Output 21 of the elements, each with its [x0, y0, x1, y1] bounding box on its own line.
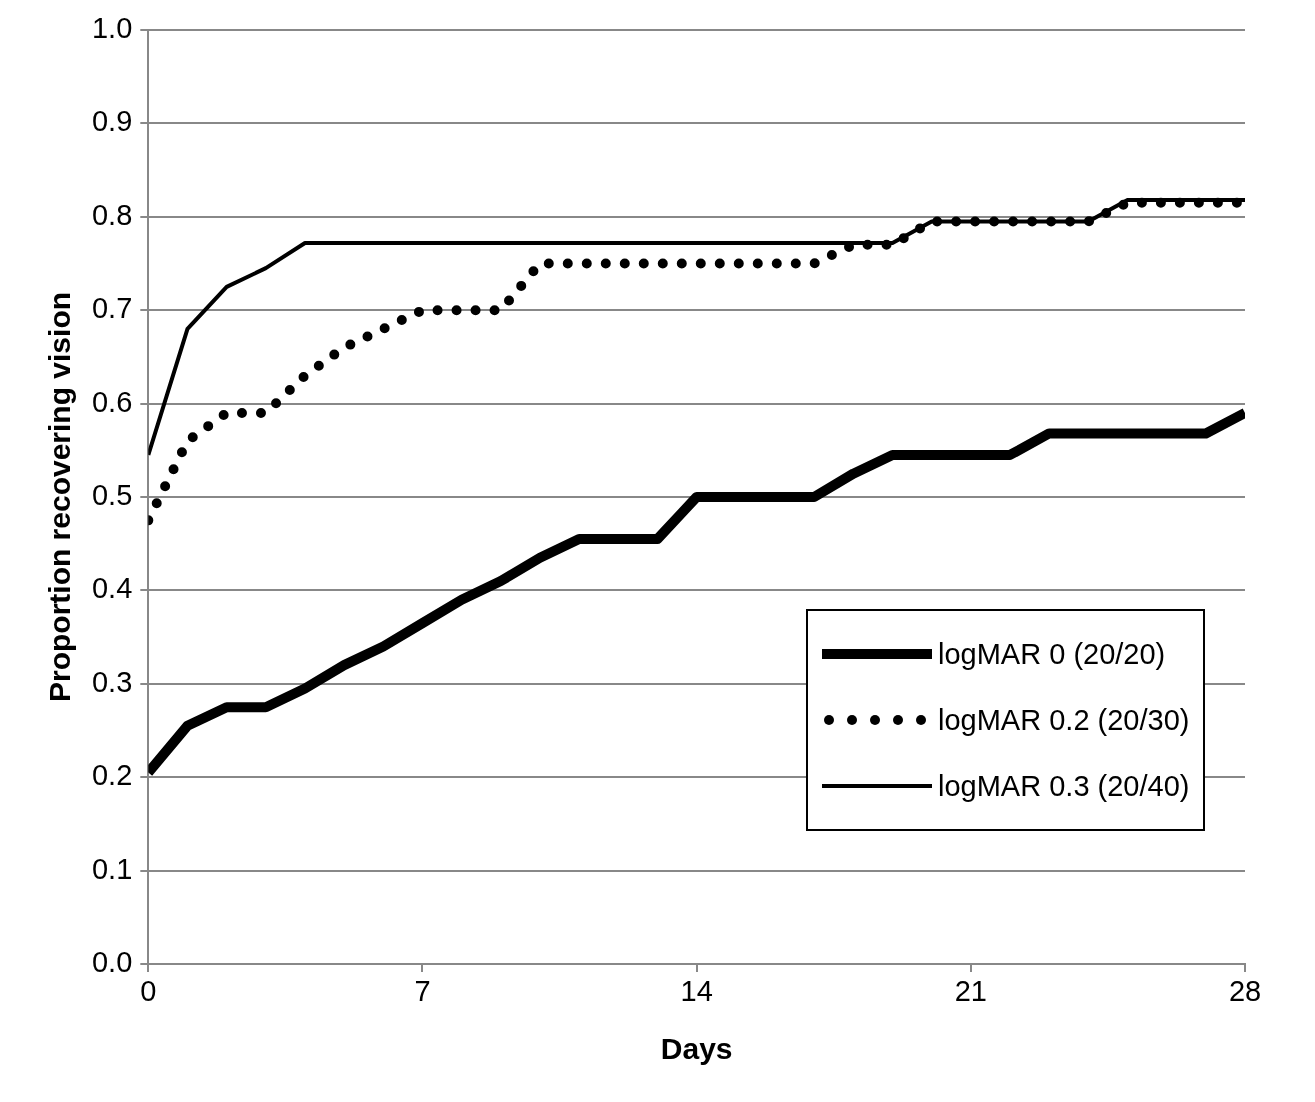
y-tick-label: 0.4: [91, 572, 133, 605]
x-tick-label: 21: [954, 974, 987, 1007]
y-tick-label: 0.3: [91, 665, 133, 698]
y-tick-label: 0.9: [91, 105, 133, 138]
y-tick-label: 0.5: [91, 479, 133, 511]
y-tick-label: 0.0: [91, 946, 133, 978]
y-tick-label: 0.1: [91, 852, 133, 885]
legend-label: logMAR 0.3 (20/40): [938, 769, 1190, 803]
y-tick-label: 1.0: [91, 12, 133, 44]
x-tick-label: 28: [1228, 974, 1262, 1007]
legend-label: logMAR 0.2 (20/30): [938, 703, 1190, 737]
y-tick-label: 0.2: [91, 759, 133, 792]
y-tick-label: 0.7: [91, 292, 133, 325]
x-tick-label: 7: [414, 974, 431, 1007]
x-tick-label: 0: [140, 974, 157, 1007]
x-tick-label: 14: [680, 974, 713, 1007]
y-axis-title: Proportion recovering vision: [43, 291, 77, 703]
x-axis-title: Days: [660, 1032, 733, 1066]
y-tick-label: 0.6: [91, 385, 133, 418]
y-tick-label: 0.8: [91, 198, 133, 231]
legend-label: logMAR 0 (20/20): [938, 637, 1166, 671]
